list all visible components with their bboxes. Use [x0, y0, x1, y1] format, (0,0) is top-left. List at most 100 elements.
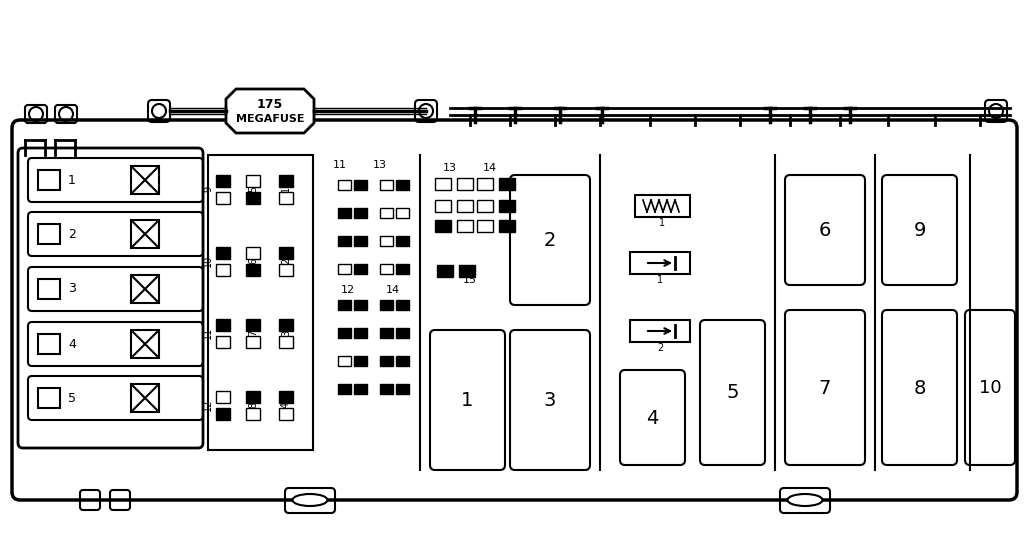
- Polygon shape: [226, 89, 314, 133]
- Bar: [380, 236, 393, 246]
- Text: 10: 10: [203, 255, 213, 267]
- Text: 12: 12: [203, 399, 213, 411]
- Text: 1: 1: [461, 391, 474, 410]
- Text: 7: 7: [248, 330, 258, 336]
- Text: 8: 8: [914, 379, 927, 398]
- Bar: [380, 208, 393, 218]
- Bar: [38, 388, 60, 408]
- Bar: [279, 264, 293, 276]
- Text: 4: 4: [68, 337, 76, 350]
- Bar: [354, 236, 367, 246]
- Bar: [396, 300, 409, 310]
- Text: 4: 4: [281, 402, 291, 408]
- Bar: [216, 247, 230, 259]
- Bar: [246, 247, 260, 259]
- Bar: [354, 180, 367, 190]
- Text: 1: 1: [281, 186, 291, 192]
- Bar: [636, 195, 690, 217]
- Bar: [246, 175, 260, 187]
- Text: 9: 9: [203, 186, 213, 192]
- Text: 10: 10: [979, 379, 1001, 397]
- Bar: [630, 252, 690, 274]
- Ellipse shape: [292, 494, 328, 506]
- Bar: [279, 319, 293, 331]
- Bar: [380, 356, 393, 366]
- Text: 4: 4: [646, 409, 658, 428]
- Bar: [457, 200, 473, 212]
- Bar: [246, 264, 260, 276]
- Bar: [396, 180, 409, 190]
- Text: 8: 8: [248, 402, 258, 408]
- Bar: [380, 384, 393, 394]
- Bar: [396, 328, 409, 338]
- Bar: [354, 356, 367, 366]
- Bar: [499, 178, 515, 190]
- Bar: [338, 356, 351, 366]
- Bar: [380, 264, 393, 274]
- Text: 2: 2: [281, 258, 291, 264]
- Bar: [246, 319, 260, 331]
- Bar: [216, 264, 230, 276]
- Bar: [216, 408, 230, 420]
- Bar: [338, 208, 351, 218]
- Bar: [131, 275, 159, 303]
- Bar: [396, 208, 409, 218]
- Text: 12: 12: [341, 285, 355, 295]
- Text: 3: 3: [544, 391, 557, 410]
- Bar: [354, 208, 367, 218]
- Bar: [216, 192, 230, 204]
- Text: 9: 9: [914, 220, 927, 239]
- Bar: [38, 224, 60, 244]
- Bar: [38, 170, 60, 190]
- Bar: [216, 336, 230, 348]
- Text: 5: 5: [248, 186, 258, 192]
- Bar: [396, 356, 409, 366]
- Text: MEGAFUSE: MEGAFUSE: [236, 114, 304, 124]
- Text: 6: 6: [248, 258, 258, 264]
- Bar: [380, 328, 393, 338]
- Bar: [38, 279, 60, 299]
- Bar: [279, 175, 293, 187]
- Text: 2: 2: [544, 231, 557, 250]
- Bar: [131, 166, 159, 194]
- Text: 13: 13: [373, 160, 387, 170]
- Bar: [131, 384, 159, 412]
- Text: 2: 2: [68, 227, 76, 240]
- Bar: [354, 384, 367, 394]
- Text: 6: 6: [819, 220, 831, 239]
- Text: 7: 7: [819, 379, 831, 398]
- Bar: [216, 319, 230, 331]
- Bar: [477, 178, 493, 190]
- Bar: [435, 200, 451, 212]
- Bar: [279, 391, 293, 403]
- Bar: [354, 300, 367, 310]
- Bar: [131, 220, 159, 248]
- Bar: [338, 180, 351, 190]
- Text: 175: 175: [257, 98, 283, 112]
- Bar: [477, 220, 493, 232]
- Text: 1: 1: [657, 275, 663, 285]
- Bar: [354, 328, 367, 338]
- Bar: [246, 391, 260, 403]
- Bar: [437, 265, 453, 277]
- Text: 15: 15: [463, 275, 477, 285]
- Bar: [396, 236, 409, 246]
- Bar: [459, 265, 475, 277]
- Text: 3: 3: [281, 330, 291, 336]
- Text: 14: 14: [483, 163, 497, 173]
- Bar: [338, 264, 351, 274]
- Bar: [477, 200, 493, 212]
- Bar: [457, 178, 473, 190]
- Bar: [246, 192, 260, 204]
- Bar: [435, 220, 451, 232]
- Bar: [338, 300, 351, 310]
- Bar: [499, 200, 515, 212]
- Text: 3: 3: [68, 282, 76, 295]
- Text: 5: 5: [68, 392, 76, 405]
- Bar: [338, 328, 351, 338]
- Bar: [216, 391, 230, 403]
- Bar: [396, 264, 409, 274]
- Bar: [499, 220, 515, 232]
- Bar: [396, 384, 409, 394]
- Bar: [435, 178, 451, 190]
